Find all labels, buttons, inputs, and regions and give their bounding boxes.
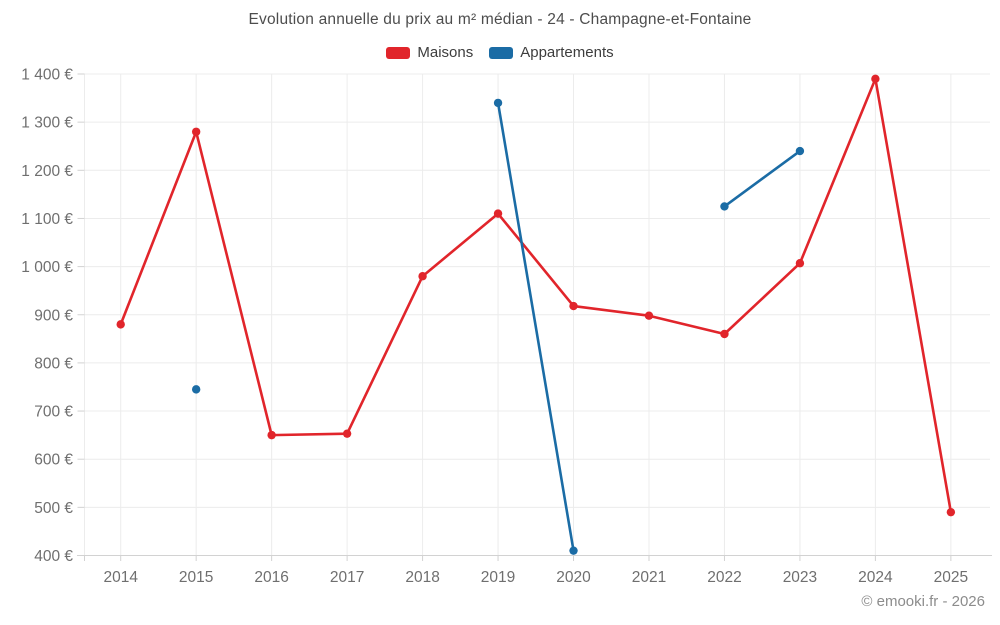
series-maisons	[116, 74, 956, 517]
series-line	[119, 77, 953, 514]
data-point	[795, 259, 805, 268]
y-tick-label: 1 300 €	[21, 115, 73, 132]
data-point	[569, 546, 578, 555]
legend-label: Maisons	[417, 44, 474, 61]
data-point	[644, 311, 654, 320]
x-tick-label: 2018	[405, 569, 439, 586]
x-tick-label: 2017	[330, 569, 364, 586]
data-point	[871, 74, 880, 84]
data-point	[569, 301, 578, 311]
y-tick-label: 1 100 €	[21, 211, 73, 228]
x-tick-label: 2022	[707, 569, 741, 586]
data-point	[493, 98, 503, 108]
y-tick-label: 500 €	[34, 500, 73, 517]
chart-title: Evolution annuelle du prix au m² médian …	[248, 11, 752, 28]
legend-item-maisons[interactable]: Maisons	[386, 44, 473, 61]
data-point	[342, 429, 352, 438]
data-point	[116, 320, 125, 329]
x-tick-label: 2019	[481, 569, 515, 586]
y-tick-label: 900 €	[34, 307, 73, 324]
gridlines	[84, 73, 990, 556]
y-tick-label: 400 €	[34, 548, 73, 565]
data-point	[418, 272, 427, 281]
x-tick-label: 2015	[179, 569, 213, 586]
series-line	[496, 101, 575, 552]
series-appartements	[191, 98, 805, 555]
data-point	[191, 127, 201, 136]
x-tick-label: 2024	[858, 569, 893, 586]
x-tick-label: 2020	[556, 569, 591, 586]
x-tick-label: 2014	[103, 569, 138, 586]
x-tick-label: 2025	[934, 569, 968, 586]
y-tick-label: 1 200 €	[21, 163, 73, 180]
legend-label: Appartements	[520, 44, 614, 61]
legend: Maisons Appartements	[0, 44, 1000, 61]
legend-item-appartements[interactable]: Appartements	[489, 44, 614, 61]
data-point	[267, 430, 276, 440]
data-point	[795, 146, 805, 156]
y-tick-label: 1 000 €	[21, 259, 73, 276]
x-tick-label: 2023	[783, 569, 817, 586]
x-axis-labels: 2014 2015 2016 2017 2018 2019 2020 2021 2022 2023…	[103, 569, 968, 586]
data-point	[946, 507, 956, 517]
y-tick-label: 700 €	[34, 404, 73, 421]
data-point	[493, 209, 503, 218]
series-line	[723, 149, 802, 208]
credit-text: © emooki.fr - 2026	[861, 593, 985, 610]
y-axis-labels: 400 € 500 € 600 € 700 € 800 € 900 € 1 000 € 1 1…	[21, 67, 73, 566]
data-point	[191, 385, 201, 394]
legend-swatch-maisons	[386, 46, 411, 59]
y-tick-label: 800 €	[34, 355, 73, 372]
y-tick-label: 600 €	[34, 452, 73, 469]
y-tick-label: 1 400 €	[21, 67, 73, 84]
x-tick-label: 2016	[254, 569, 288, 586]
x-axis	[77, 73, 992, 561]
x-tick-label: 2021	[632, 569, 666, 586]
legend-swatch-appartements	[489, 46, 514, 59]
data-point	[720, 202, 729, 211]
data-point	[720, 329, 729, 339]
